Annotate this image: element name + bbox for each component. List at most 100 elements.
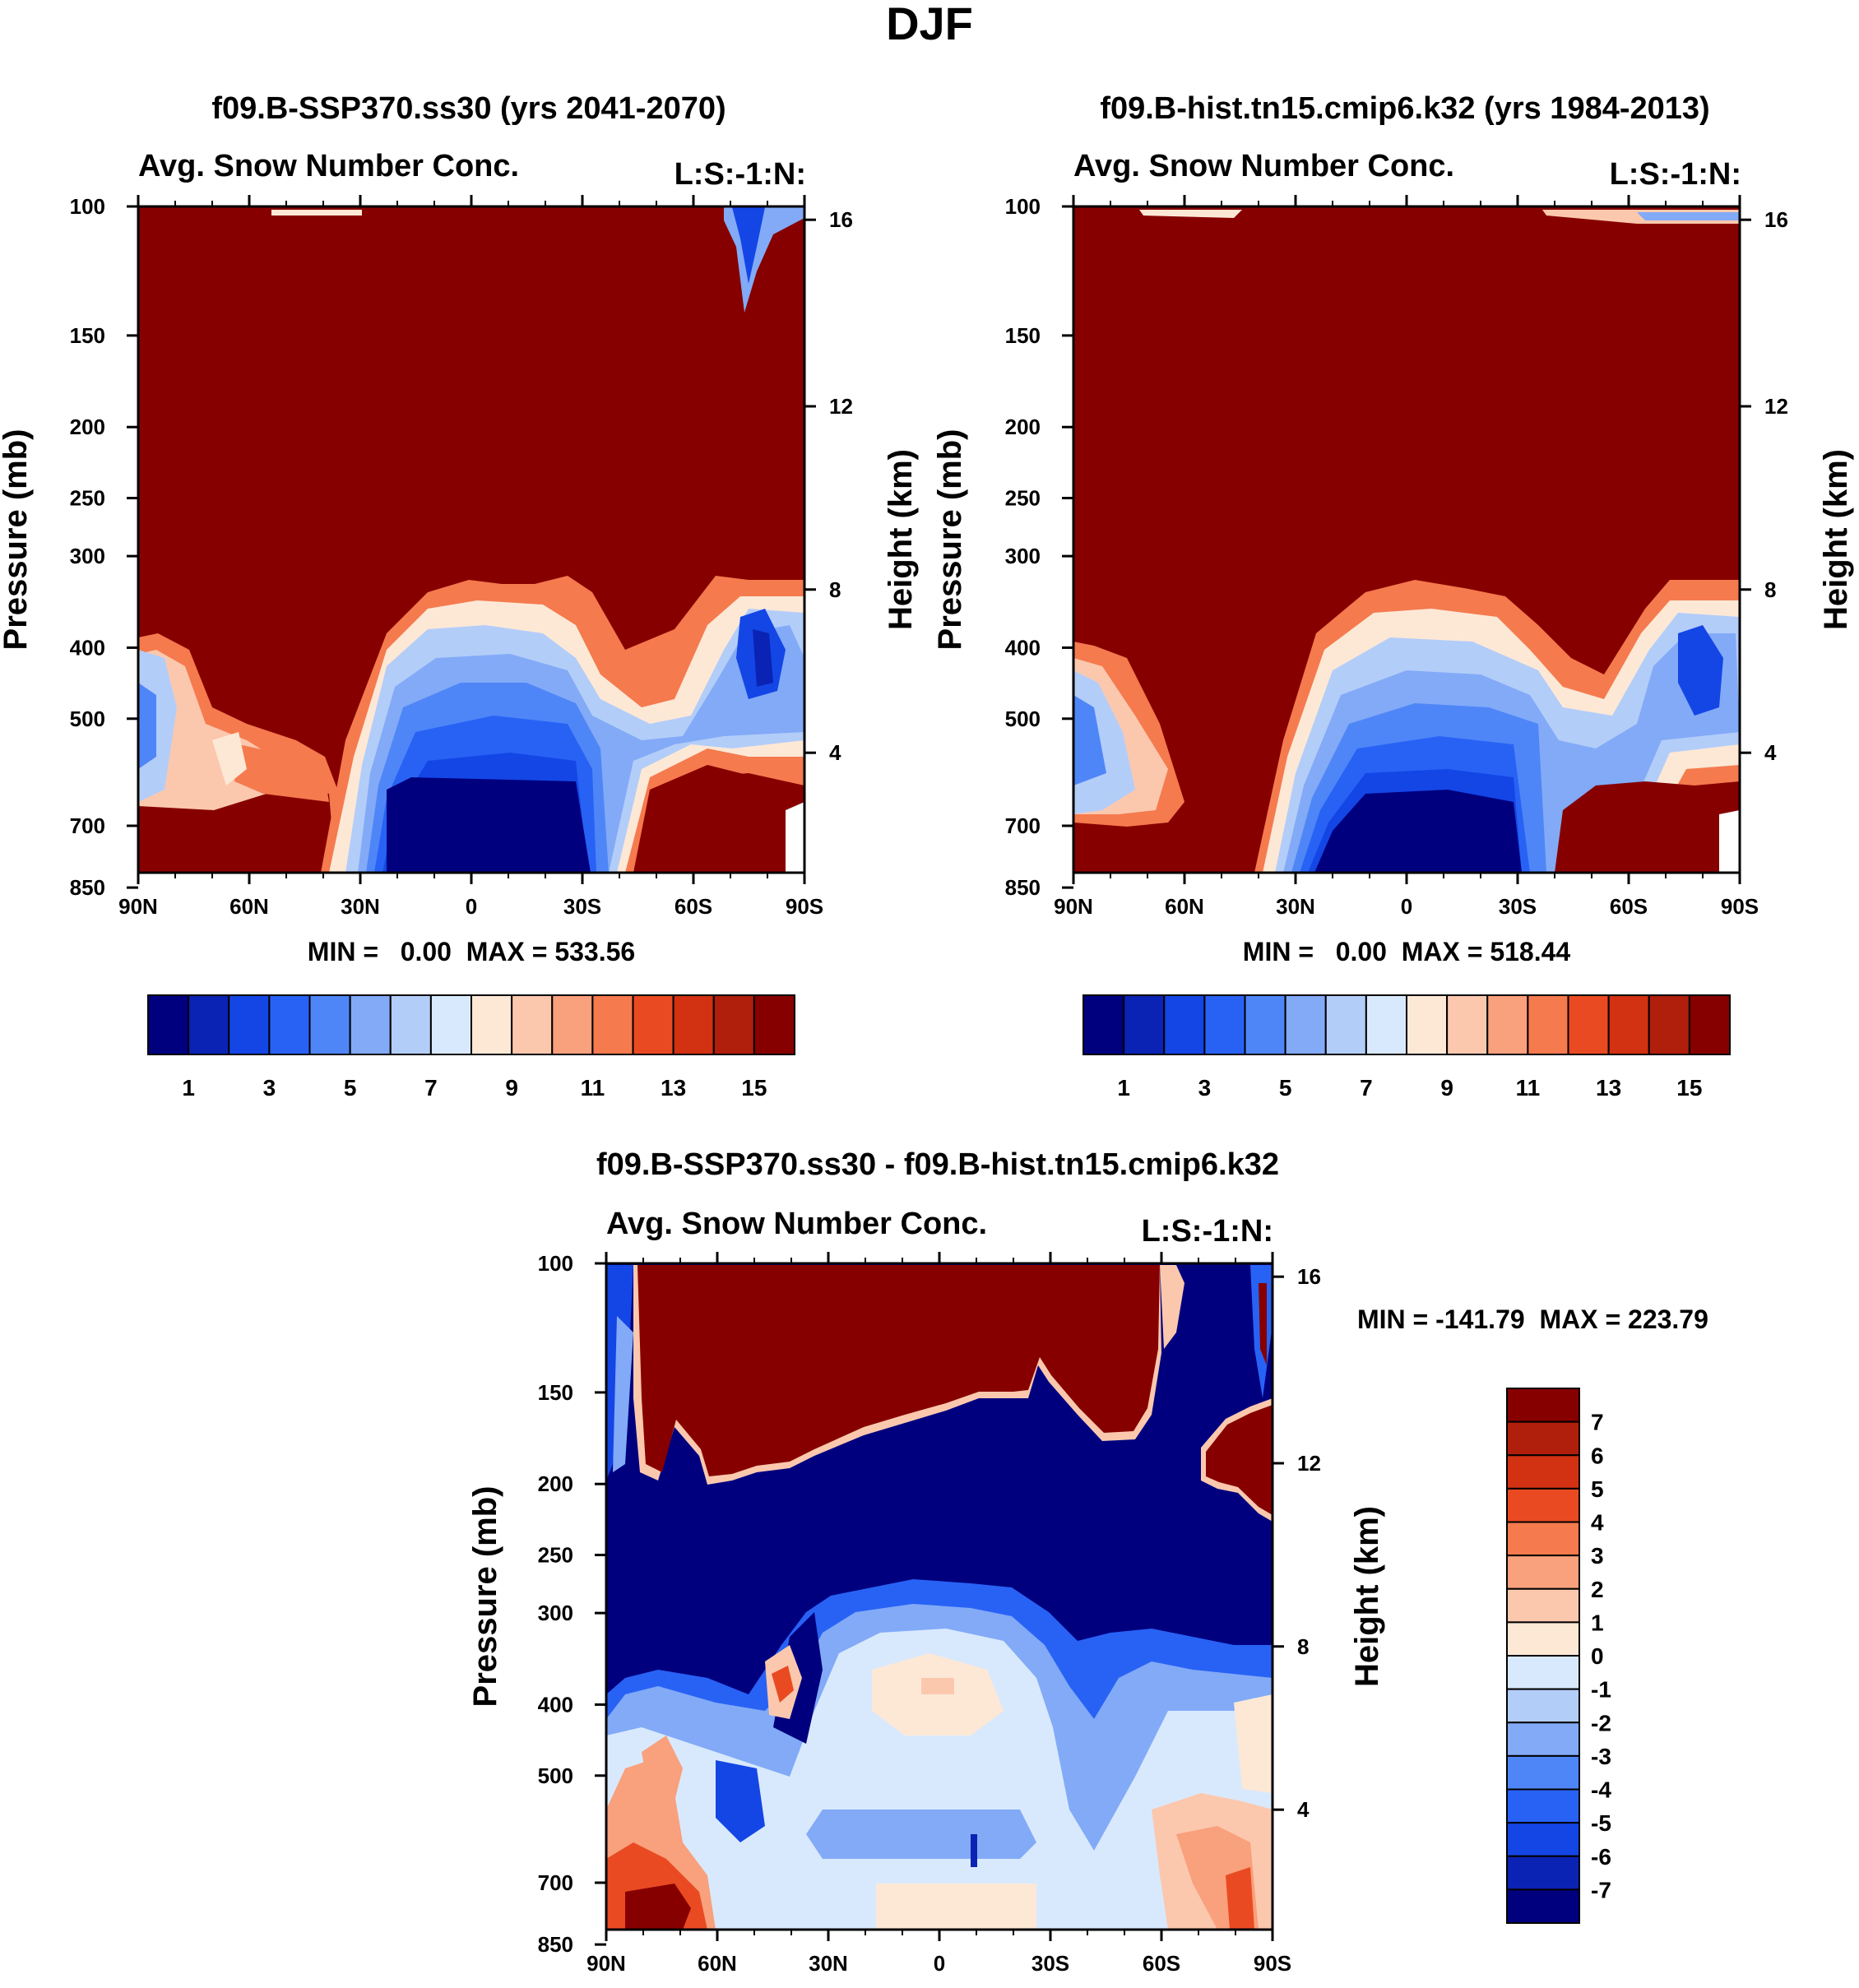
field-band — [138, 790, 336, 873]
x-tick-label: 30S — [1031, 1951, 1069, 1976]
contour-plot — [137, 205, 806, 874]
colorbar-box — [1284, 994, 1327, 1055]
colorbar-label: -5 — [1591, 1810, 1611, 1836]
field-band — [716, 1760, 765, 1842]
y-tick-label: 300 — [538, 1601, 573, 1625]
x-tick-label: 90N — [1054, 894, 1093, 919]
colorbar: 1 3 5 7 9 11 13 15 — [147, 994, 795, 1101]
colorbar-label: 5 — [1279, 1075, 1292, 1101]
y-tick-label: 200 — [70, 415, 105, 439]
colorbar-box — [1506, 1621, 1580, 1657]
colorbar-label: -6 — [1591, 1844, 1611, 1870]
colorbar-box — [712, 994, 755, 1055]
y2-tick-label: 8 — [1297, 1634, 1309, 1659]
colorbar-box — [1506, 1855, 1580, 1891]
field-band — [138, 650, 177, 802]
field-band — [642, 773, 804, 873]
panel-hist: f09.B-hist.tn15.cmip6.k32 (yrs 1984-2013… — [932, 91, 1854, 1101]
y2-tick-label: 4 — [1764, 740, 1777, 765]
colorbar-box — [1506, 1487, 1580, 1523]
variable-label: Avg. Snow Number Conc. — [1073, 149, 1454, 183]
y-axis-label: Pressure (mb) — [467, 1486, 503, 1708]
field-band — [138, 683, 156, 769]
field-band — [1139, 210, 1242, 218]
y-tick-label: 500 — [70, 707, 105, 731]
y-axis-label: Pressure (mb) — [932, 429, 968, 651]
colorbar-box — [1446, 994, 1489, 1055]
colorbar-box — [1527, 994, 1569, 1055]
colorbar-label: -2 — [1591, 1710, 1611, 1735]
x-tick-label: 0 — [1401, 894, 1412, 919]
colorbar-box — [1365, 994, 1407, 1055]
field-band — [806, 1810, 1036, 1859]
y2-tick-label: 16 — [829, 207, 853, 232]
y-tick-label: 300 — [70, 544, 105, 568]
y-tick-label: 400 — [70, 635, 105, 660]
field-band — [772, 1666, 794, 1703]
colorbar-label: 1 — [182, 1075, 195, 1101]
field-band — [1160, 1265, 1184, 1349]
x-tick-label: 60S — [1143, 1951, 1180, 1976]
colorbar-box — [471, 994, 513, 1055]
x-tick-label: 60N — [229, 894, 269, 919]
colorbar-box — [1506, 1420, 1580, 1457]
x-tick-label: 0 — [466, 894, 477, 919]
x-tick-label: 30S — [563, 894, 601, 919]
field-band — [212, 732, 247, 785]
colorbar-label: 9 — [505, 1075, 518, 1101]
colorbar-label: -7 — [1591, 1877, 1611, 1902]
unit-label: L:S:-1:N: — [1610, 157, 1741, 192]
colorbar-box — [1506, 1655, 1580, 1690]
colorbar-label: 5 — [1591, 1476, 1604, 1502]
colorbar-label: 13 — [1596, 1075, 1621, 1101]
y2-tick-label: 12 — [1764, 394, 1788, 419]
y2-axis-label: Height (km) — [1818, 449, 1854, 630]
colorbar-box — [1688, 994, 1731, 1055]
colorbar-box — [1506, 1555, 1580, 1590]
x-tick-label: 60S — [1610, 894, 1648, 919]
field-band — [1234, 1694, 1273, 1793]
y-tick-label: 850 — [1005, 875, 1041, 900]
colorbar-box — [1506, 1587, 1580, 1624]
field-band — [1259, 1283, 1267, 1365]
y-tick-label: 100 — [70, 194, 105, 219]
y-tick-label: 300 — [1005, 544, 1041, 568]
y-tick-label: 100 — [538, 1251, 573, 1276]
x-tick-label: 90N — [118, 894, 158, 919]
field-band — [1555, 781, 1727, 873]
panel-title: f09.B-hist.tn15.cmip6.k32 (yrs 1984-2013… — [1100, 91, 1709, 126]
field-band — [1226, 1867, 1254, 1930]
min-max-stats: MIN = 0.00 MAX = 518.44 — [1243, 937, 1571, 966]
field-band — [921, 1678, 954, 1694]
colorbar-box — [632, 994, 675, 1055]
axis-ticks: 90N 60N 30N 0 30S 60S 90S 100 150 200 250 300 400 500… — [1005, 194, 1788, 919]
y-tick-label: 400 — [538, 1692, 573, 1717]
y-tick-label: 500 — [538, 1763, 573, 1788]
x-tick-label: 30S — [1499, 894, 1537, 919]
field-band — [1678, 625, 1723, 716]
colorbar-box — [1406, 994, 1449, 1055]
y-tick-label: 700 — [70, 813, 105, 838]
y-axis-label: Pressure (mb) — [0, 429, 34, 651]
x-tick-label: 90N — [586, 1951, 626, 1976]
x-tick-label: 30N — [809, 1951, 848, 1976]
colorbar-box — [1506, 1688, 1580, 1724]
panel-ssp370: f09.B-SSP370.ss30 (yrs 2041-2070) Avg. S… — [0, 91, 919, 1101]
y2-tick-label: 8 — [829, 577, 841, 602]
field-band — [753, 629, 773, 687]
contour-plot — [605, 1262, 1274, 1931]
colorbar-box — [1567, 994, 1610, 1055]
colorbar-label: 1 — [1117, 1075, 1130, 1101]
unit-label: L:S:-1:N: — [675, 157, 806, 192]
colorbar-label: 9 — [1440, 1075, 1453, 1101]
colorbar-box — [1506, 1754, 1580, 1791]
y-tick-label: 700 — [1005, 813, 1041, 838]
colorbar: 7 6 5 4 3 2 1 0 -1 -2 -3 -4 -5 -6 -7 — [1506, 1388, 1611, 1924]
min-max-stats: MIN = -141.79 MAX = 223.79 — [1357, 1304, 1708, 1334]
field-band — [1719, 810, 1740, 873]
colorbar-box — [228, 994, 271, 1055]
colorbar-box — [753, 994, 795, 1055]
y-tick-label: 200 — [538, 1471, 573, 1496]
colorbar-label: 1 — [1591, 1610, 1604, 1635]
field-band — [234, 744, 329, 802]
